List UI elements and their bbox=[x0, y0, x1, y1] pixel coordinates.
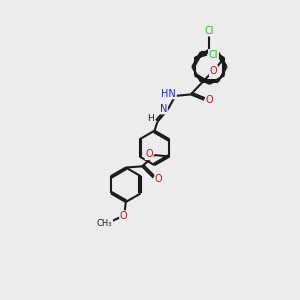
Text: Cl: Cl bbox=[205, 26, 214, 36]
Text: O: O bbox=[210, 66, 217, 76]
Text: CH₃: CH₃ bbox=[97, 219, 112, 228]
Text: H: H bbox=[148, 114, 154, 123]
Text: N: N bbox=[160, 104, 167, 114]
Text: Cl: Cl bbox=[209, 50, 218, 60]
Text: O: O bbox=[206, 95, 213, 105]
Text: HN: HN bbox=[161, 88, 176, 98]
Text: O: O bbox=[155, 174, 163, 184]
Text: O: O bbox=[146, 149, 153, 160]
Text: O: O bbox=[120, 211, 127, 221]
